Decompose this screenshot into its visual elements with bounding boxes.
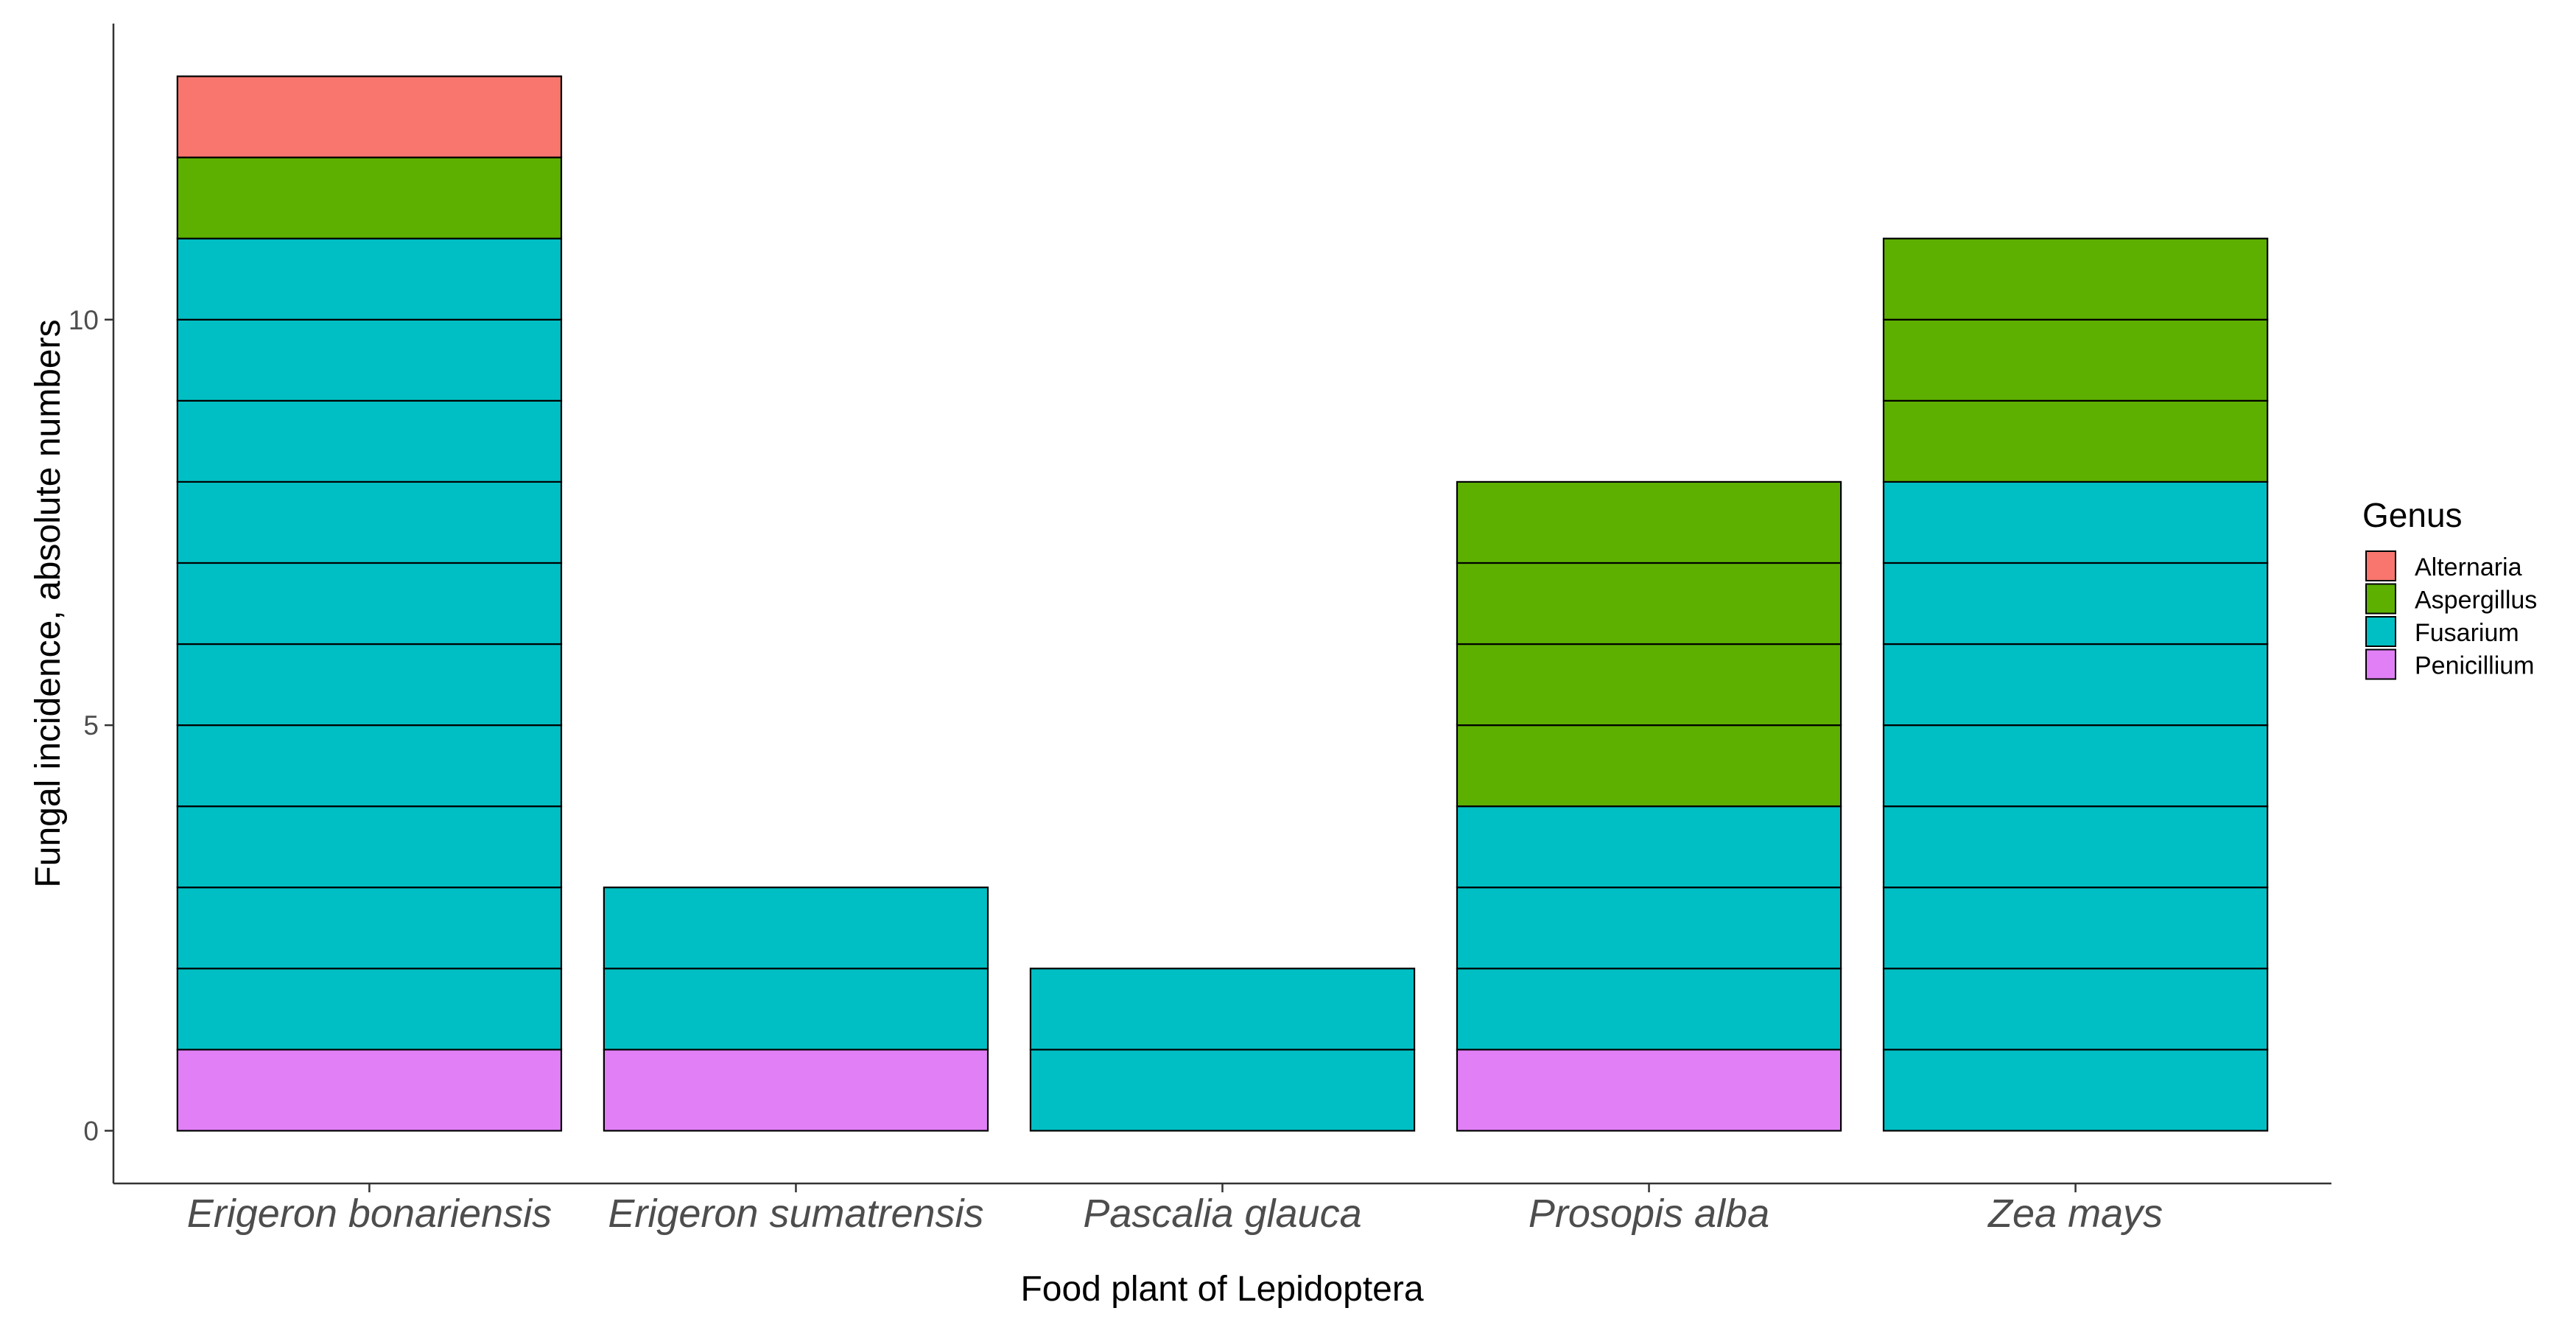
bar-segment-zea-mays-aspergillus-3: [1882, 237, 2269, 321]
bar-segment-erigeron-bonariensis-fusarium-10: [176, 237, 563, 321]
bar-segment-prosopis-alba-aspergillus-1: [1456, 724, 1842, 808]
bar-segment-zea-mays-fusarium-2: [1882, 968, 2269, 1051]
bar-segment-erigeron-sumatrensis-penicillium-1: [603, 1049, 989, 1132]
bar-segment-erigeron-bonariensis-fusarium-1: [176, 968, 563, 1051]
legend-label-alternaria: Alternaria: [2415, 553, 2522, 581]
legend-key-fusarium: [2365, 616, 2396, 647]
bar-segment-erigeron-bonariensis-fusarium-4: [176, 724, 563, 808]
bar-segment-prosopis-alba-penicillium-1: [1456, 1049, 1842, 1132]
bar-segment-prosopis-alba-fusarium-3: [1456, 805, 1842, 889]
bar-segment-prosopis-alba-aspergillus-4: [1456, 480, 1842, 564]
x-ticks: Erigeron bonariensis Erigeron sumatrensis…: [187, 1183, 2163, 1236]
x-tick-label-prosopis-alba: Prosopis alba: [1529, 1192, 1769, 1236]
bar-segment-erigeron-bonariensis-fusarium-6: [176, 562, 563, 646]
bar-segment-erigeron-sumatrensis-fusarium-1: [603, 968, 989, 1051]
bar-segment-prosopis-alba-aspergillus-2: [1456, 643, 1842, 727]
x-tick-label-erigeron-bonariensis: Erigeron bonariensis: [187, 1192, 552, 1236]
legend-title: Genus: [2362, 496, 2463, 534]
bar-segment-pascalia-glauca-fusarium-1: [1029, 1049, 1416, 1132]
y-tick-label-5: 5: [83, 710, 99, 741]
x-axis-title: Food plant of Lepidoptera: [1020, 1270, 1423, 1309]
legend-label-aspergillus: Aspergillus: [2415, 587, 2537, 615]
bar-segment-erigeron-bonariensis-fusarium-2: [176, 886, 563, 970]
legend-key-penicillium: [2365, 648, 2396, 680]
bar-segment-zea-mays-fusarium-6: [1882, 643, 2269, 727]
legend-label-penicillium: Penicillium: [2415, 652, 2535, 680]
bar-segment-erigeron-sumatrensis-fusarium-2: [603, 886, 989, 970]
bar-segment-erigeron-bonariensis-fusarium-7: [176, 480, 563, 564]
bar-segment-zea-mays-aspergillus-1: [1882, 399, 2269, 483]
y-axis-title: Fungal incidence, absolute numbers: [29, 319, 68, 887]
y-ticks: 0 5 10: [69, 305, 113, 1146]
legend-key-aspergillus: [2365, 583, 2396, 615]
bar-segment-erigeron-bonariensis-aspergillus-1: [176, 156, 563, 239]
bars-layer: [176, 75, 2269, 1132]
legend: Genus Alternaria Aspergillus Fusarium Penic…: [2362, 496, 2537, 680]
bar-segment-erigeron-bonariensis-penicillium-1: [176, 1049, 563, 1132]
x-tick-label-zea-mays: Zea mays: [1987, 1192, 2163, 1236]
bar-segment-zea-mays-fusarium-7: [1882, 562, 2269, 646]
y-tick-label-0: 0: [83, 1116, 99, 1146]
bar-segment-erigeron-bonariensis-fusarium-8: [176, 399, 563, 483]
bar-segment-erigeron-bonariensis-fusarium-3: [176, 805, 563, 889]
bar-segment-prosopis-alba-fusarium-1: [1456, 968, 1842, 1051]
bar-segment-erigeron-bonariensis-fusarium-9: [176, 318, 563, 402]
bar-segment-zea-mays-fusarium-8: [1882, 480, 2269, 564]
bar-segment-erigeron-bonariensis-fusarium-5: [176, 643, 563, 727]
bar-segment-zea-mays-aspergillus-2: [1882, 318, 2269, 402]
bar-segment-zea-mays-fusarium-1: [1882, 1049, 2269, 1132]
bar-segment-pascalia-glauca-fusarium-2: [1029, 968, 1416, 1051]
y-tick-label-10: 10: [69, 305, 99, 335]
x-tick-label-pascalia-glauca: Pascalia glauca: [1083, 1192, 1361, 1236]
legend-key-alternaria: [2365, 550, 2396, 581]
bar-segment-prosopis-alba-fusarium-2: [1456, 886, 1842, 970]
bar-segment-zea-mays-fusarium-3: [1882, 886, 2269, 970]
x-tick-label-erigeron-sumatrensis: Erigeron sumatrensis: [608, 1192, 983, 1236]
bar-segment-prosopis-alba-aspergillus-3: [1456, 562, 1842, 646]
bar-segment-zea-mays-fusarium-5: [1882, 724, 2269, 808]
legend-label-fusarium: Fusarium: [2415, 619, 2519, 647]
bar-segment-zea-mays-fusarium-4: [1882, 805, 2269, 889]
bar-segment-erigeron-bonariensis-alternaria-1: [176, 75, 563, 158]
